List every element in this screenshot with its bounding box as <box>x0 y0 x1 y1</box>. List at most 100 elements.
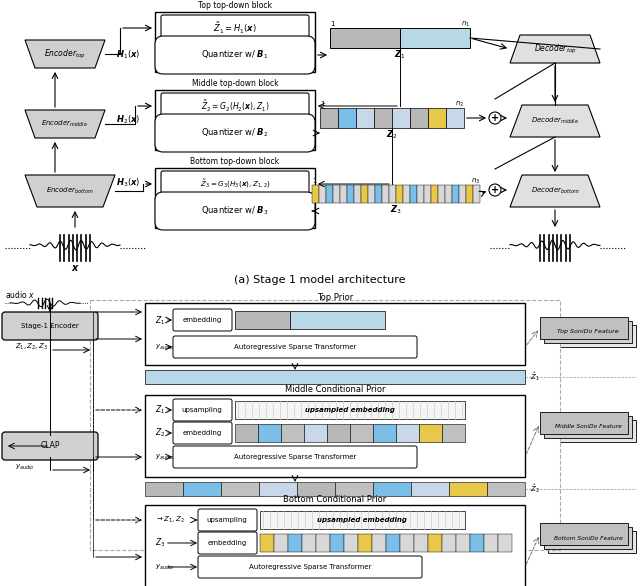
Text: $Z_2$: $Z_2$ <box>155 427 165 440</box>
Text: Middle top-down block: Middle top-down block <box>192 80 278 88</box>
Text: embedding: embedding <box>207 540 246 546</box>
Text: $y_{audio}$: $y_{audio}$ <box>155 342 175 352</box>
Bar <box>327 424 350 442</box>
Text: Autoregressive Sparse Transformer: Autoregressive Sparse Transformer <box>249 564 371 570</box>
Text: $\boldsymbol{x}$: $\boldsymbol{x}$ <box>70 263 79 273</box>
Text: Quantizer w/ $\boldsymbol{B}_3$: Quantizer w/ $\boldsymbol{B}_3$ <box>201 205 269 217</box>
Bar <box>449 482 487 496</box>
Bar <box>400 28 470 48</box>
Bar <box>375 185 382 203</box>
Bar <box>372 534 386 552</box>
Bar <box>428 534 442 552</box>
Bar <box>442 424 465 442</box>
FancyBboxPatch shape <box>155 114 315 152</box>
Polygon shape <box>25 110 105 138</box>
Text: Middle SoniDo Feature: Middle SoniDo Feature <box>555 424 621 430</box>
Bar <box>368 185 375 203</box>
FancyBboxPatch shape <box>173 399 232 421</box>
Bar <box>320 108 338 128</box>
Text: $\boldsymbol{H}_1(\boldsymbol{x})$: $\boldsymbol{H}_1(\boldsymbol{x})$ <box>116 49 140 62</box>
Text: $\tilde{Z}_2 = G_2(H_2(\boldsymbol{x}), Z_1)$: $\tilde{Z}_2 = G_2(H_2(\boldsymbol{x}), … <box>201 98 269 114</box>
Bar <box>145 505 525 586</box>
Bar <box>431 185 438 203</box>
FancyBboxPatch shape <box>198 556 422 578</box>
Bar <box>373 482 411 496</box>
Bar <box>403 185 410 203</box>
Text: Top top-down block: Top top-down block <box>198 2 272 11</box>
Bar <box>396 185 403 203</box>
Bar <box>333 185 340 203</box>
Bar <box>235 401 465 419</box>
Bar <box>304 424 327 442</box>
FancyBboxPatch shape <box>173 309 232 331</box>
Text: $n_2$: $n_2$ <box>455 100 464 108</box>
Bar <box>326 185 333 203</box>
Bar <box>312 185 319 203</box>
Text: $Decoder_{top}$: $Decoder_{top}$ <box>534 42 576 56</box>
Bar <box>487 482 525 496</box>
Bar <box>544 416 632 438</box>
Text: $y_{audio}$: $y_{audio}$ <box>155 563 175 571</box>
Bar <box>302 534 316 552</box>
FancyBboxPatch shape <box>161 171 309 197</box>
Bar <box>297 482 335 496</box>
Bar <box>290 311 385 329</box>
Text: upsampled embedding: upsampled embedding <box>317 517 407 523</box>
Bar <box>466 185 473 203</box>
FancyBboxPatch shape <box>198 532 257 554</box>
Bar <box>484 534 498 552</box>
Bar <box>356 108 374 128</box>
Bar <box>258 424 281 442</box>
Text: $\tilde{Z}_1 = H_1(\boldsymbol{x})$: $\tilde{Z}_1 = H_1(\boldsymbol{x})$ <box>213 21 257 36</box>
Bar <box>260 534 274 552</box>
Bar <box>373 424 396 442</box>
Bar <box>386 534 400 552</box>
Text: $y_{audio}$: $y_{audio}$ <box>15 462 35 472</box>
Text: Bottom Conditional Prior: Bottom Conditional Prior <box>284 496 387 505</box>
Bar <box>392 108 410 128</box>
Text: embedding: embedding <box>182 430 221 436</box>
Bar <box>414 534 428 552</box>
Text: $\boldsymbol{H}_3(\boldsymbol{x})$: $\boldsymbol{H}_3(\boldsymbol{x})$ <box>116 177 140 189</box>
Bar <box>548 325 636 347</box>
Bar <box>145 482 183 496</box>
Bar <box>347 185 354 203</box>
Bar <box>330 28 400 48</box>
Text: $Z_3$: $Z_3$ <box>155 537 165 549</box>
Text: upsampling: upsampling <box>182 407 222 413</box>
Text: $\boldsymbol{Z}_2$: $\boldsymbol{Z}_2$ <box>386 129 398 141</box>
Text: $Encoder_{top}$: $Encoder_{top}$ <box>44 47 86 60</box>
Text: embedding: embedding <box>182 317 221 323</box>
Text: CLAP: CLAP <box>40 441 60 451</box>
Bar <box>411 482 449 496</box>
Text: Stage-1 Encoder: Stage-1 Encoder <box>21 323 79 329</box>
Bar <box>540 317 628 339</box>
Bar <box>548 531 636 553</box>
Text: +: + <box>491 113 499 123</box>
Bar <box>316 534 330 552</box>
Bar <box>544 527 632 549</box>
Text: $n_1$: $n_1$ <box>461 19 470 29</box>
Bar <box>374 108 392 128</box>
Bar <box>155 90 315 150</box>
Bar <box>145 370 525 384</box>
Text: Quantizer w/ $\boldsymbol{B}_2$: Quantizer w/ $\boldsymbol{B}_2$ <box>201 127 269 139</box>
Bar <box>90 300 560 550</box>
Bar <box>410 108 428 128</box>
Bar <box>221 482 259 496</box>
Bar <box>459 185 466 203</box>
FancyBboxPatch shape <box>2 312 98 340</box>
Bar <box>155 12 315 72</box>
Bar <box>354 185 361 203</box>
Text: $\hat{Z}_2$: $\hat{Z}_2$ <box>530 483 540 495</box>
Text: $Decoder_{middle}$: $Decoder_{middle}$ <box>531 116 579 126</box>
Bar <box>445 185 452 203</box>
Bar <box>473 185 480 203</box>
Bar <box>145 395 525 477</box>
Text: $\boldsymbol{H}_2(\boldsymbol{x})$: $\boldsymbol{H}_2(\boldsymbol{x})$ <box>116 114 140 126</box>
Bar <box>389 185 396 203</box>
Bar <box>456 534 470 552</box>
Bar <box>544 321 632 343</box>
Bar <box>417 185 424 203</box>
FancyBboxPatch shape <box>173 422 232 444</box>
